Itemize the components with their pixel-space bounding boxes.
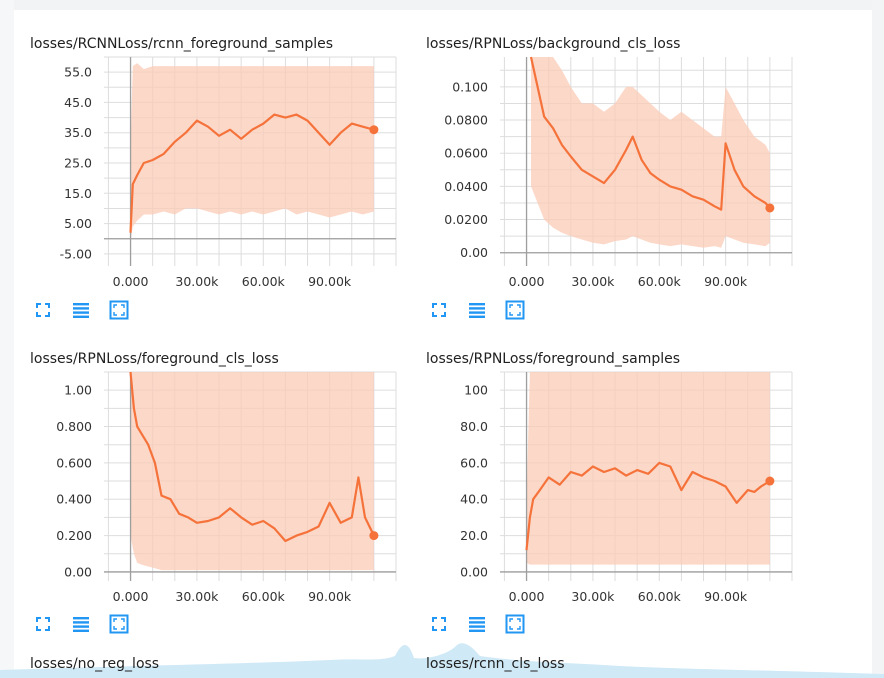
y-tick-label: 25.0 (64, 156, 92, 171)
chart-plot: 0.100 0.0800 0.0600 0.0400 0.0200 0.00 0.000 30… (444, 56, 793, 289)
y-tick-label: 60.0 (460, 455, 488, 470)
y-tick-label: 0.100 (452, 79, 488, 94)
y-tick-label: 40.0 (460, 492, 488, 507)
y-tick-label: 0.00 (460, 564, 488, 579)
x-tick-label: 0.000 (113, 589, 149, 604)
list-icon (468, 302, 486, 318)
list-icon (72, 616, 90, 632)
series-raw-band (130, 63, 374, 242)
chart-title: losses/RPNLoss/foreground_samples (426, 351, 681, 367)
series-line (129, 371, 375, 543)
fullscreen-icon (35, 302, 51, 318)
x-tick-label: 30.00k (571, 589, 615, 604)
right-edge (872, 0, 884, 678)
x-tick-label: 0.000 (113, 274, 149, 289)
x-tick-label: 90.00k (308, 589, 352, 604)
chart-title: losses/RPNLoss/background_cls_loss (426, 36, 681, 52)
expand-chart-button[interactable] (32, 299, 54, 321)
x-tick-label: 30.00k (175, 589, 219, 604)
x-tick-label: 60.00k (242, 589, 286, 604)
x-tick-label: 60.00k (638, 274, 682, 289)
y-tick-label: 0.00 (64, 564, 92, 579)
chart-toolbar (428, 299, 526, 321)
fit-domain-icon (505, 614, 525, 634)
y-tick-label: 100 (464, 383, 488, 398)
chart-card: losses/RPNLoss/foreground_cls_loss 1.00 0… (18, 325, 418, 634)
fullscreen-icon (431, 616, 447, 632)
chart-plot: 1.00 0.800 0.600 0.400 0.200 0.00 0.000 30.00k 6… (56, 371, 397, 604)
series-line (525, 461, 771, 551)
series-end-point (369, 125, 379, 135)
y-tick-label: 55.0 (64, 65, 92, 80)
x-tick-label: 30.00k (175, 274, 219, 289)
list-icon (72, 302, 90, 318)
series-end-point (369, 531, 379, 541)
fit-domain-icon (505, 300, 525, 320)
fullscreen-icon (431, 302, 447, 318)
x-tick-label: 90.00k (308, 274, 352, 289)
fit-domain-button[interactable] (504, 613, 526, 635)
y-tick-label: 0.0800 (444, 113, 488, 128)
fit-domain-button[interactable] (504, 299, 526, 321)
series-line (129, 113, 375, 233)
chart-card: losses/RCNNLoss/rcnn_foreground_samples … (18, 10, 418, 320)
y-tick-label: 0.800 (56, 419, 92, 434)
y-tick-label: 20.0 (460, 528, 488, 543)
y-tick-label: 35.0 (64, 125, 92, 140)
chart-title: losses/RCNNLoss/rcnn_foreground_samples (30, 36, 334, 52)
chart-toolbar (32, 299, 130, 321)
toggle-log-scale-button[interactable] (466, 613, 488, 635)
top-bar (0, 0, 884, 10)
x-tick-label: 0.000 (509, 589, 545, 604)
expand-chart-button[interactable] (32, 613, 54, 635)
series-raw-band (130, 372, 374, 571)
chart-plot: 55.0 45.0 35.0 25.0 15.0 5.00 -5.00 0.000 30.00k… (60, 56, 397, 289)
fit-domain-icon (109, 614, 129, 634)
series-raw-band (526, 372, 770, 565)
expand-chart-button[interactable] (428, 299, 450, 321)
chart-title-rcnn-cls-loss: losses/rcnn_cls_loss (426, 656, 565, 672)
y-tick-label: 0.200 (56, 528, 92, 543)
toggle-log-scale-button[interactable] (70, 299, 92, 321)
decorative-wave (0, 643, 884, 678)
expand-chart-button[interactable] (428, 613, 450, 635)
y-tick-label: -5.00 (60, 246, 92, 261)
toggle-log-scale-button[interactable] (466, 299, 488, 321)
chart-plot: 100 80.0 60.0 40.0 20.0 0.00 0.000 30.00k 60.00k… (460, 371, 793, 604)
chart-toolbar (32, 613, 130, 635)
y-tick-label: 15.0 (64, 186, 92, 201)
y-tick-label: 5.00 (64, 216, 92, 231)
y-tick-label: 1.00 (64, 383, 92, 398)
x-tick-label: 30.00k (571, 274, 615, 289)
y-tick-label: 0.400 (56, 492, 92, 507)
x-tick-label: 90.00k (704, 589, 748, 604)
fullscreen-icon (35, 616, 51, 632)
list-icon (468, 616, 486, 632)
x-tick-label: 90.00k (704, 274, 748, 289)
y-tick-label: 0.0400 (444, 179, 488, 194)
chart-title: losses/RPNLoss/foreground_cls_loss (30, 351, 279, 367)
y-tick-label: 0.00 (460, 245, 488, 260)
chart-title-no-reg-loss: losses/no_reg_loss (30, 656, 160, 672)
left-sidebar (0, 0, 14, 678)
chart-card: losses/RPNLoss/background_cls_loss 0.100… (414, 10, 814, 320)
chart-card: losses/RPNLoss/foreground_samples 100 80.… (414, 325, 814, 634)
fit-domain-icon (109, 300, 129, 320)
y-tick-label: 45.0 (64, 95, 92, 110)
y-tick-label: 0.600 (56, 455, 92, 470)
x-tick-label: 60.00k (638, 589, 682, 604)
series-raw-band (531, 57, 770, 248)
fit-domain-button[interactable] (108, 299, 130, 321)
y-tick-label: 0.0200 (444, 212, 488, 227)
chart-toolbar (428, 613, 526, 635)
fit-domain-button[interactable] (108, 613, 130, 635)
series-line (529, 56, 771, 211)
toggle-log-scale-button[interactable] (70, 613, 92, 635)
series-end-point (765, 476, 775, 486)
x-tick-label: 0.000 (509, 274, 545, 289)
y-tick-label: 0.0600 (444, 146, 488, 161)
y-tick-label: 80.0 (460, 419, 488, 434)
series-end-point (765, 203, 775, 213)
x-tick-label: 60.00k (242, 274, 286, 289)
